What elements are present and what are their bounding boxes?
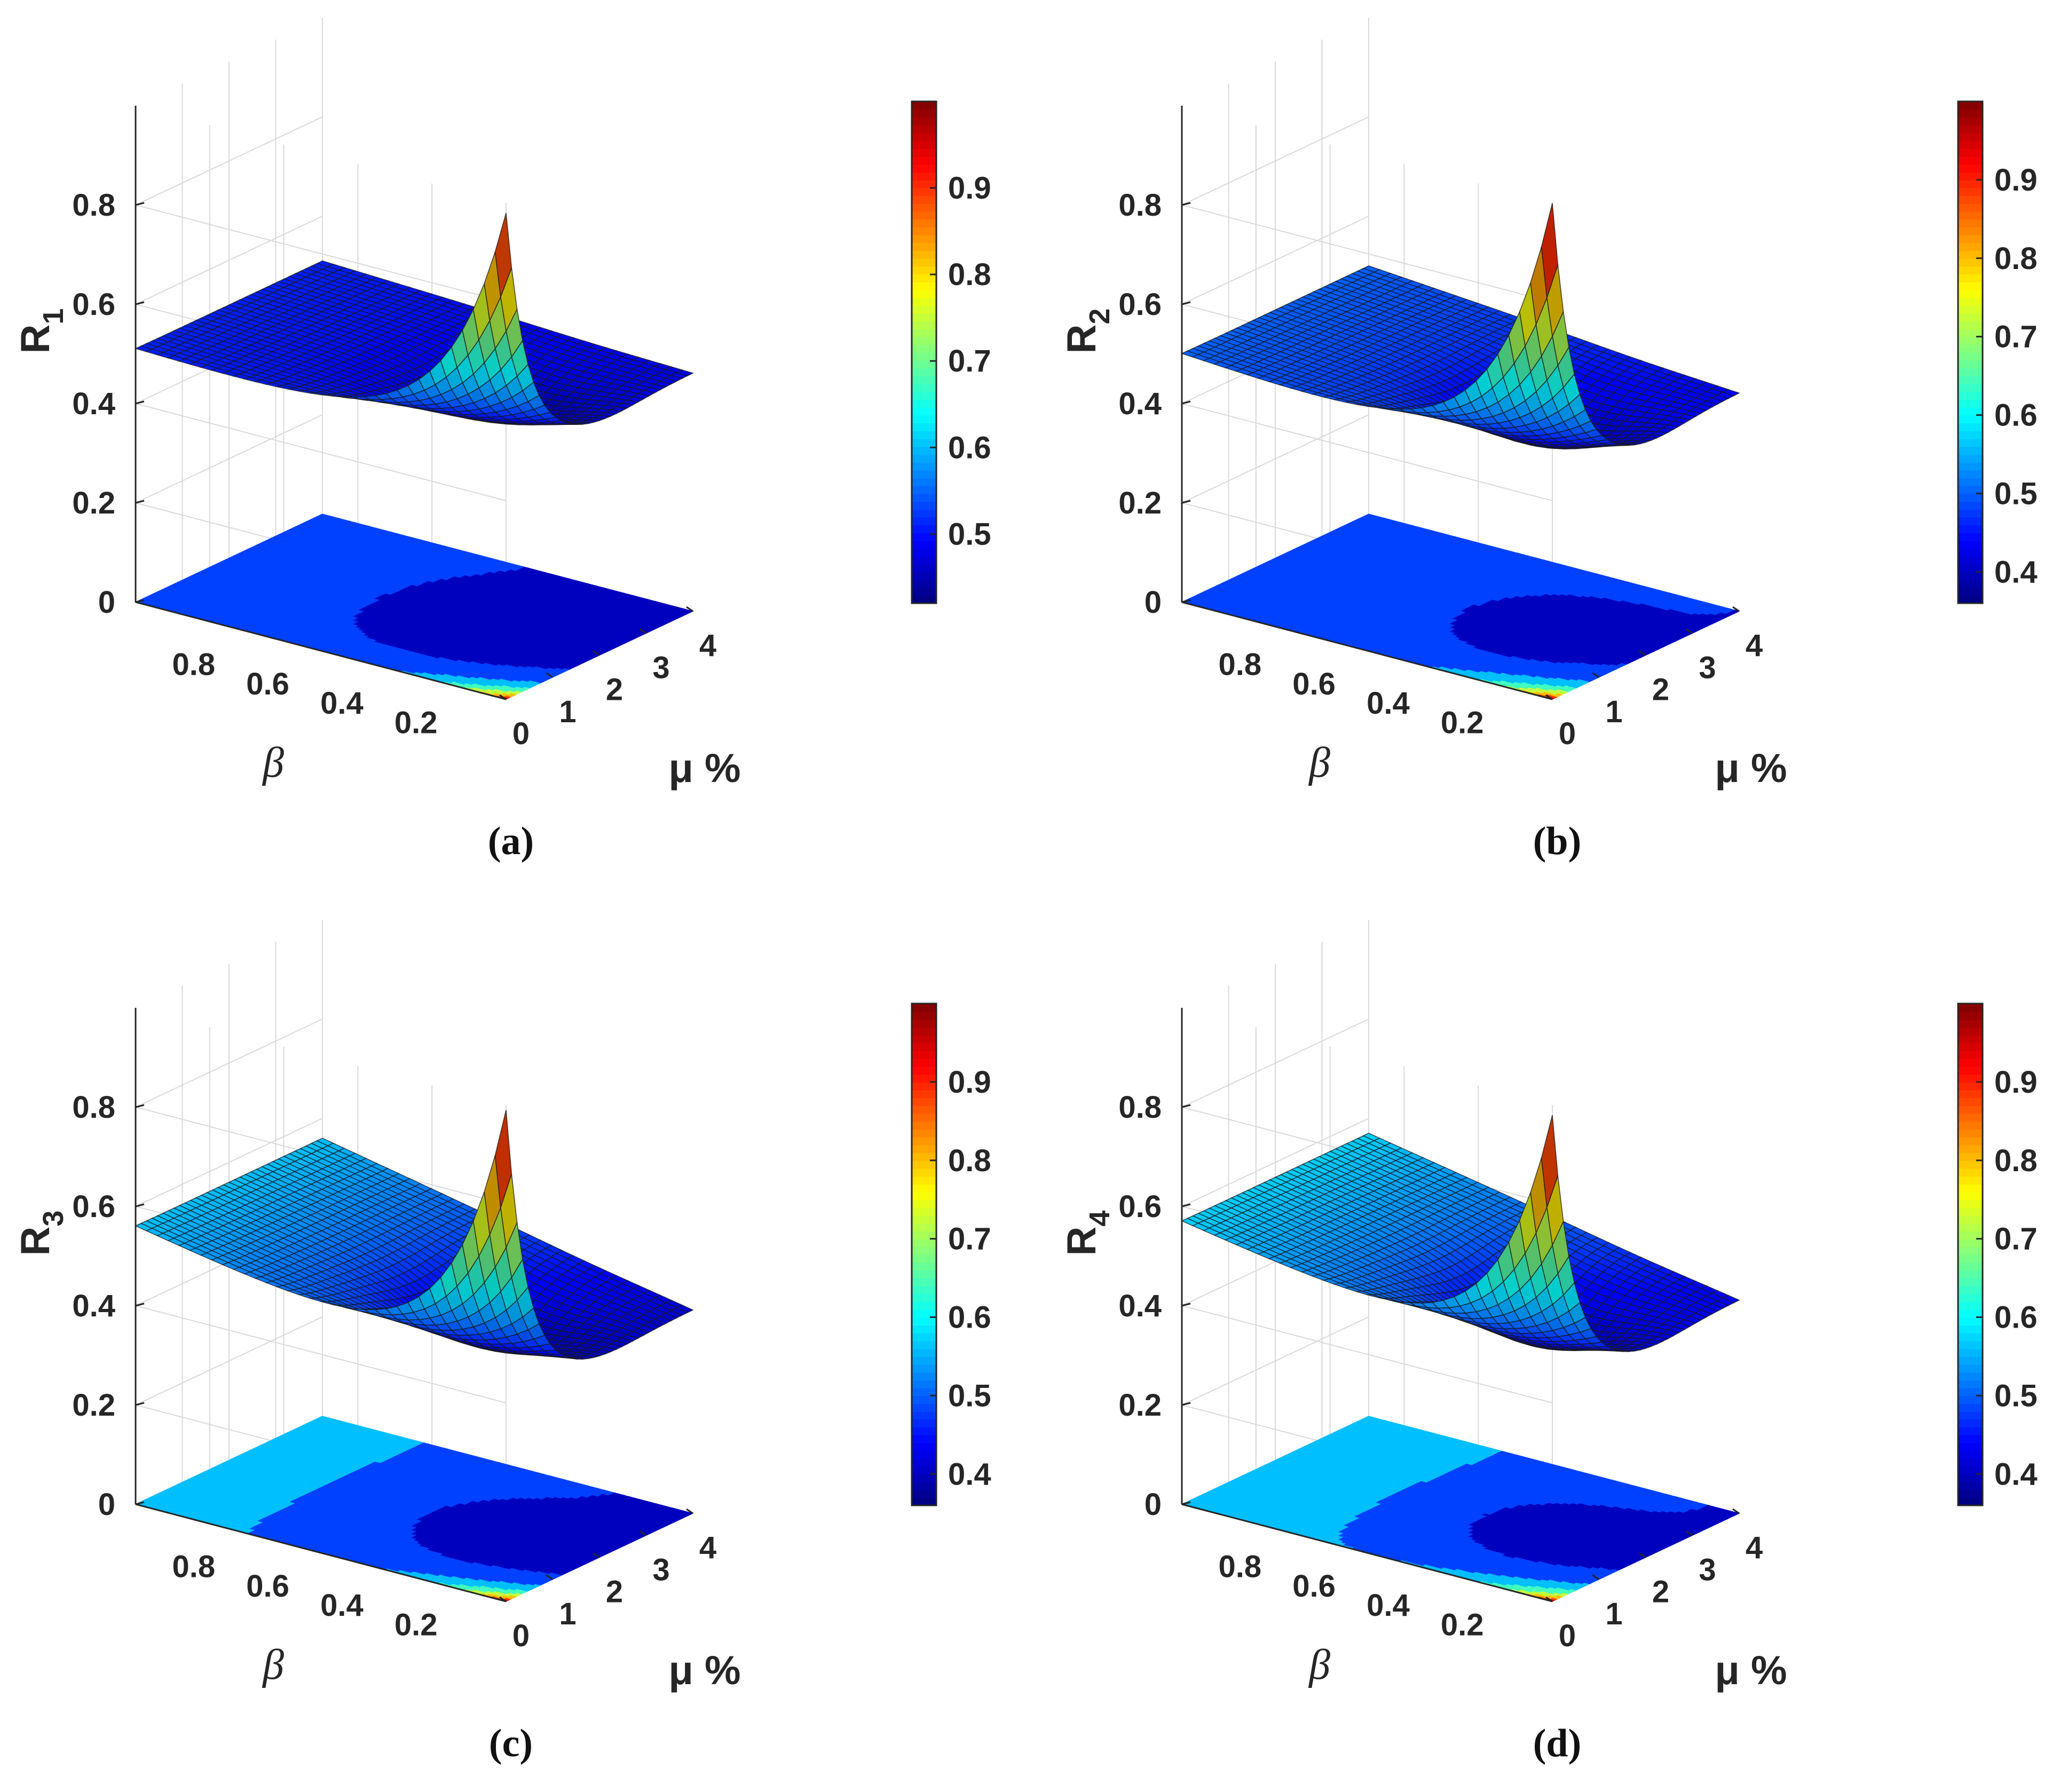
surface-a <box>134 212 694 425</box>
contour-floor-a <box>135 514 694 700</box>
panel-a: 0 0.2 0.4 0.6 0.8 0.2 0.4 0.6 0.8 0 1 2 3 4 R1 β μ % 0.5 0… <box>0 0 1022 890</box>
